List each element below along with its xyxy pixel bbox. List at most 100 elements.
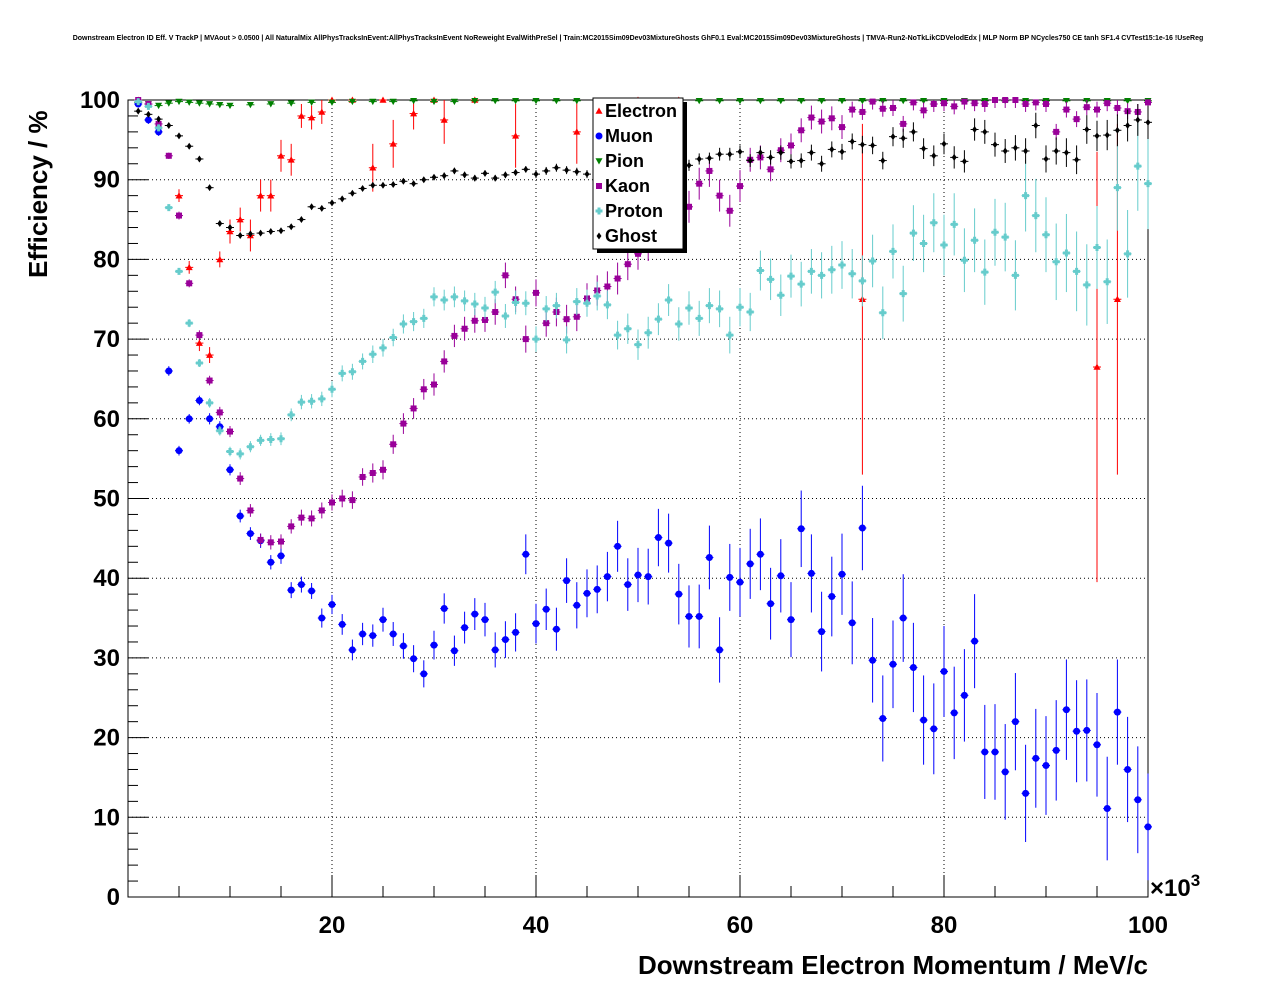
muon-point — [746, 560, 754, 568]
kaon-point — [839, 124, 845, 131]
proton-point — [787, 272, 795, 280]
ghost-point — [380, 181, 386, 189]
ghost-point — [1043, 155, 1049, 163]
proton-point — [756, 267, 764, 275]
muon-point — [481, 616, 489, 624]
ghost-point — [1084, 125, 1090, 133]
ghost-point — [706, 154, 712, 162]
electron-point — [318, 108, 326, 115]
ghost-point — [849, 137, 855, 145]
ghost-point — [553, 164, 559, 172]
x-tick-label: 80 — [931, 912, 958, 939]
plot-title: Downstream Electron ID Eff. V TrackP | M… — [72, 35, 1204, 42]
y-tick-label: 0 — [107, 884, 120, 911]
muon-point — [1113, 708, 1121, 716]
proton-point — [797, 280, 805, 288]
pion-point — [1124, 97, 1132, 105]
proton-point — [369, 350, 377, 358]
kaon-point — [971, 100, 978, 107]
ghost-point — [349, 189, 355, 197]
kaon-point — [471, 317, 478, 324]
muon-point — [175, 447, 183, 455]
kaon-point — [818, 118, 825, 125]
kaon-point — [461, 325, 468, 332]
pion-point — [175, 98, 183, 106]
kaon-point — [247, 507, 254, 514]
pion-point — [369, 98, 377, 106]
kaon-point — [941, 100, 947, 107]
ghost-point — [870, 141, 876, 149]
kaon-point — [910, 99, 917, 106]
y-tick-label: 40 — [93, 565, 120, 592]
muon-point — [909, 663, 917, 671]
ghost-point — [543, 167, 549, 175]
ghost-point — [339, 195, 345, 203]
kaon-point — [604, 283, 611, 290]
proton-point — [287, 411, 295, 419]
proton-point — [695, 314, 703, 322]
proton-point — [379, 344, 387, 352]
pion-point — [695, 97, 703, 105]
muon-point — [491, 646, 499, 654]
muon-point — [338, 620, 346, 628]
proton-point — [501, 312, 509, 320]
ghost-point — [696, 155, 702, 163]
proton-point — [410, 318, 418, 326]
muon-point — [634, 571, 642, 579]
proton-point — [1093, 243, 1101, 251]
pion-point — [267, 101, 275, 108]
ghost-point — [951, 153, 957, 161]
muon-point — [430, 641, 438, 649]
proton-point — [491, 288, 499, 296]
pion-point — [348, 98, 356, 106]
muon-point — [522, 550, 530, 558]
kaon-point — [869, 98, 876, 105]
muon-point — [654, 534, 662, 542]
ghost-point — [992, 141, 998, 149]
muon-point — [318, 614, 326, 622]
muon-point — [583, 589, 591, 597]
proton-point — [675, 320, 683, 328]
pion-point — [858, 97, 866, 105]
pion-point — [716, 97, 724, 105]
legend-marker-electron — [595, 107, 603, 114]
proton-point — [195, 359, 203, 367]
muon-point — [920, 716, 928, 724]
muon-point — [848, 619, 856, 627]
kaon-point — [543, 320, 550, 327]
ghost-point — [910, 128, 916, 136]
proton-point — [277, 435, 285, 443]
proton-point — [991, 228, 999, 236]
proton-point — [869, 257, 877, 265]
x-multiplier-base: ×10 — [1150, 875, 1191, 902]
ghost-point — [757, 149, 763, 157]
ghost-point — [268, 228, 274, 236]
muon-point — [675, 590, 683, 598]
ghost-point — [513, 169, 519, 177]
muon-point — [981, 748, 989, 756]
ghost-point — [227, 224, 233, 232]
proton-point — [461, 297, 469, 305]
y-axis-title: Efficiency / % — [23, 110, 53, 278]
kaon-point — [349, 497, 356, 504]
muon-point — [807, 569, 815, 577]
proton-point — [583, 299, 591, 307]
legend-box — [592, 97, 684, 250]
muon-point — [1062, 706, 1070, 714]
ghost-point — [890, 133, 896, 141]
pion-point — [246, 101, 254, 109]
ghost-point — [1063, 149, 1069, 157]
muon-point — [267, 558, 275, 566]
ghost-point — [1104, 131, 1110, 139]
pion-point — [410, 97, 418, 105]
muon-point — [940, 667, 948, 675]
ghost-point — [176, 132, 182, 140]
kaon-point — [410, 405, 417, 412]
muon-point — [308, 587, 316, 595]
pion-point — [552, 97, 560, 105]
ghost-point — [819, 160, 825, 168]
kaon-point — [920, 107, 927, 114]
proton-point — [216, 427, 224, 435]
muon-point — [236, 512, 244, 520]
proton-point — [654, 315, 662, 323]
